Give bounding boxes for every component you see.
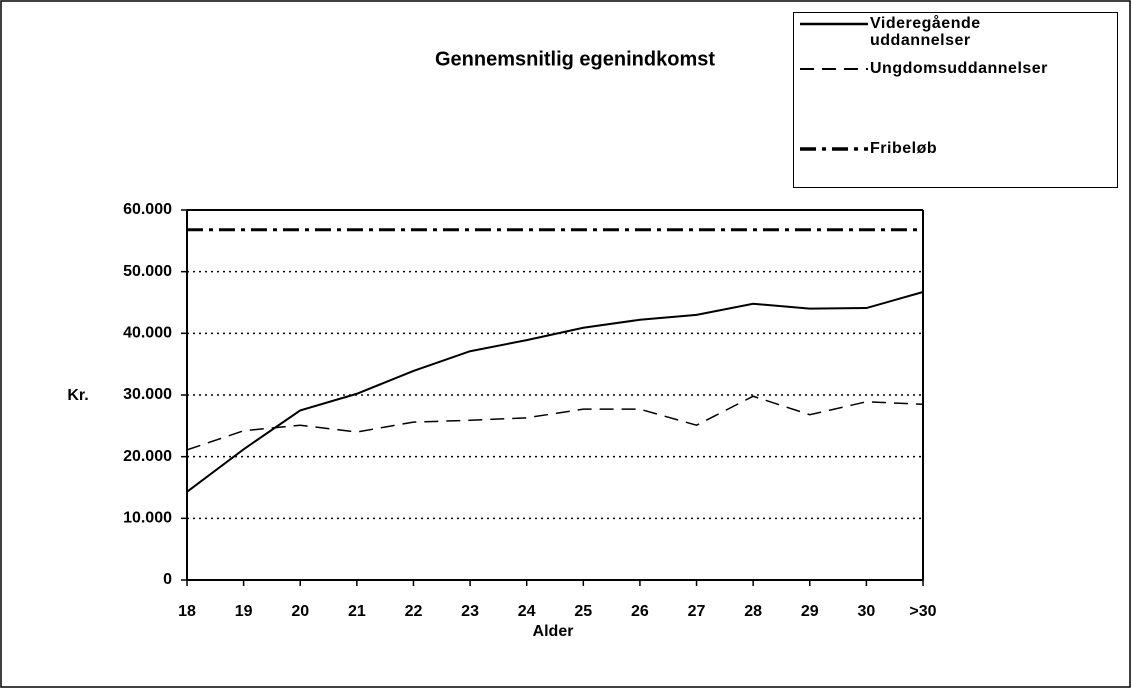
legend-label: Ungdomsuddannelser <box>870 60 1048 77</box>
x-tick-label: 22 <box>405 603 423 620</box>
y-axis-label: Kr. <box>67 387 88 404</box>
y-tick-label: 0 <box>163 571 172 588</box>
x-tick-label: 20 <box>291 603 309 620</box>
legend-swatch <box>800 22 868 26</box>
x-tick-label: 21 <box>348 603 366 620</box>
x-tick-label: >30 <box>909 603 936 620</box>
y-tick-label: 10.000 <box>123 510 172 527</box>
y-tick-label: 50.000 <box>123 263 172 280</box>
legend-swatch <box>800 68 868 70</box>
x-axis-label: Alder <box>533 623 574 640</box>
x-tick-label: 29 <box>801 603 819 620</box>
series-line <box>186 291 924 493</box>
x-tick-label: 27 <box>688 603 706 620</box>
series-line <box>186 395 924 451</box>
x-tick-label: 26 <box>631 603 649 620</box>
x-tick-label: 23 <box>461 603 479 620</box>
y-tick-label: 60.000 <box>123 201 172 218</box>
x-tick-label: 24 <box>518 603 536 620</box>
x-tick-label: 18 <box>178 603 196 620</box>
legend-label: Videregående uddannelser <box>870 15 981 49</box>
x-tick-label: 25 <box>574 603 592 620</box>
y-tick-label: 20.000 <box>123 448 172 465</box>
chart-title: Gennemsnitlig egenindkomst <box>435 48 715 70</box>
legend: Videregående uddannelser Ungdomsuddannels… <box>793 12 1118 188</box>
y-tick-label: 40.000 <box>123 325 172 342</box>
x-tick-label: 19 <box>235 603 253 620</box>
legend-label: Fribeløb <box>870 140 938 157</box>
legend-swatch <box>800 147 868 151</box>
x-tick-label: 28 <box>744 603 762 620</box>
x-tick-label: 30 <box>857 603 875 620</box>
y-tick-label: 30.000 <box>123 386 172 403</box>
